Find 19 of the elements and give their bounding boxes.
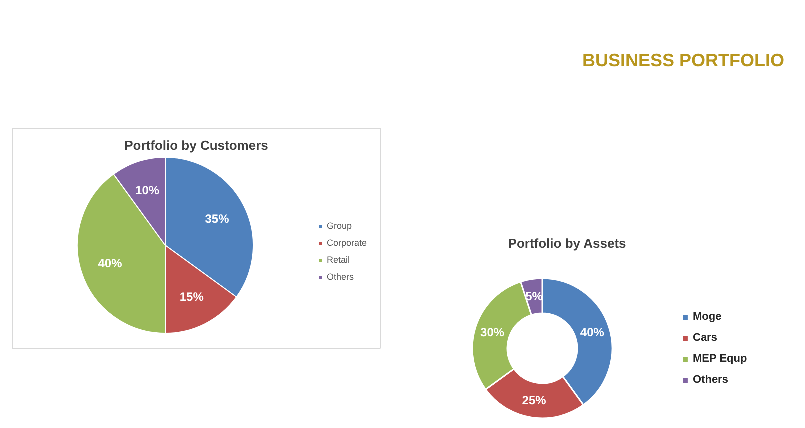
legend-label: Others	[693, 373, 728, 388]
data-label: 40%	[98, 256, 123, 270]
data-label: 5%	[526, 290, 544, 304]
data-label: 15%	[180, 290, 204, 304]
legend-label: Moge	[693, 310, 722, 325]
legend-label: Group	[327, 220, 352, 233]
data-label: 30%	[480, 325, 505, 340]
chart-title: Portfolio by Customers	[124, 138, 268, 153]
legend-label: Retail	[327, 254, 350, 267]
legend-label: Others	[327, 271, 354, 284]
legend-label: Cars	[693, 331, 718, 346]
data-label: 10%	[136, 183, 160, 198]
data-label: 25%	[522, 393, 547, 408]
data-label: 35%	[205, 212, 230, 226]
data-label: 40%	[580, 325, 605, 340]
text: BUSINESS PORTFOLIO	[582, 50, 785, 70]
legend-label: MEP Equp	[693, 352, 748, 367]
chart-title: Portfolio by Assets	[508, 236, 626, 251]
legend-label: Corporate	[327, 237, 368, 250]
